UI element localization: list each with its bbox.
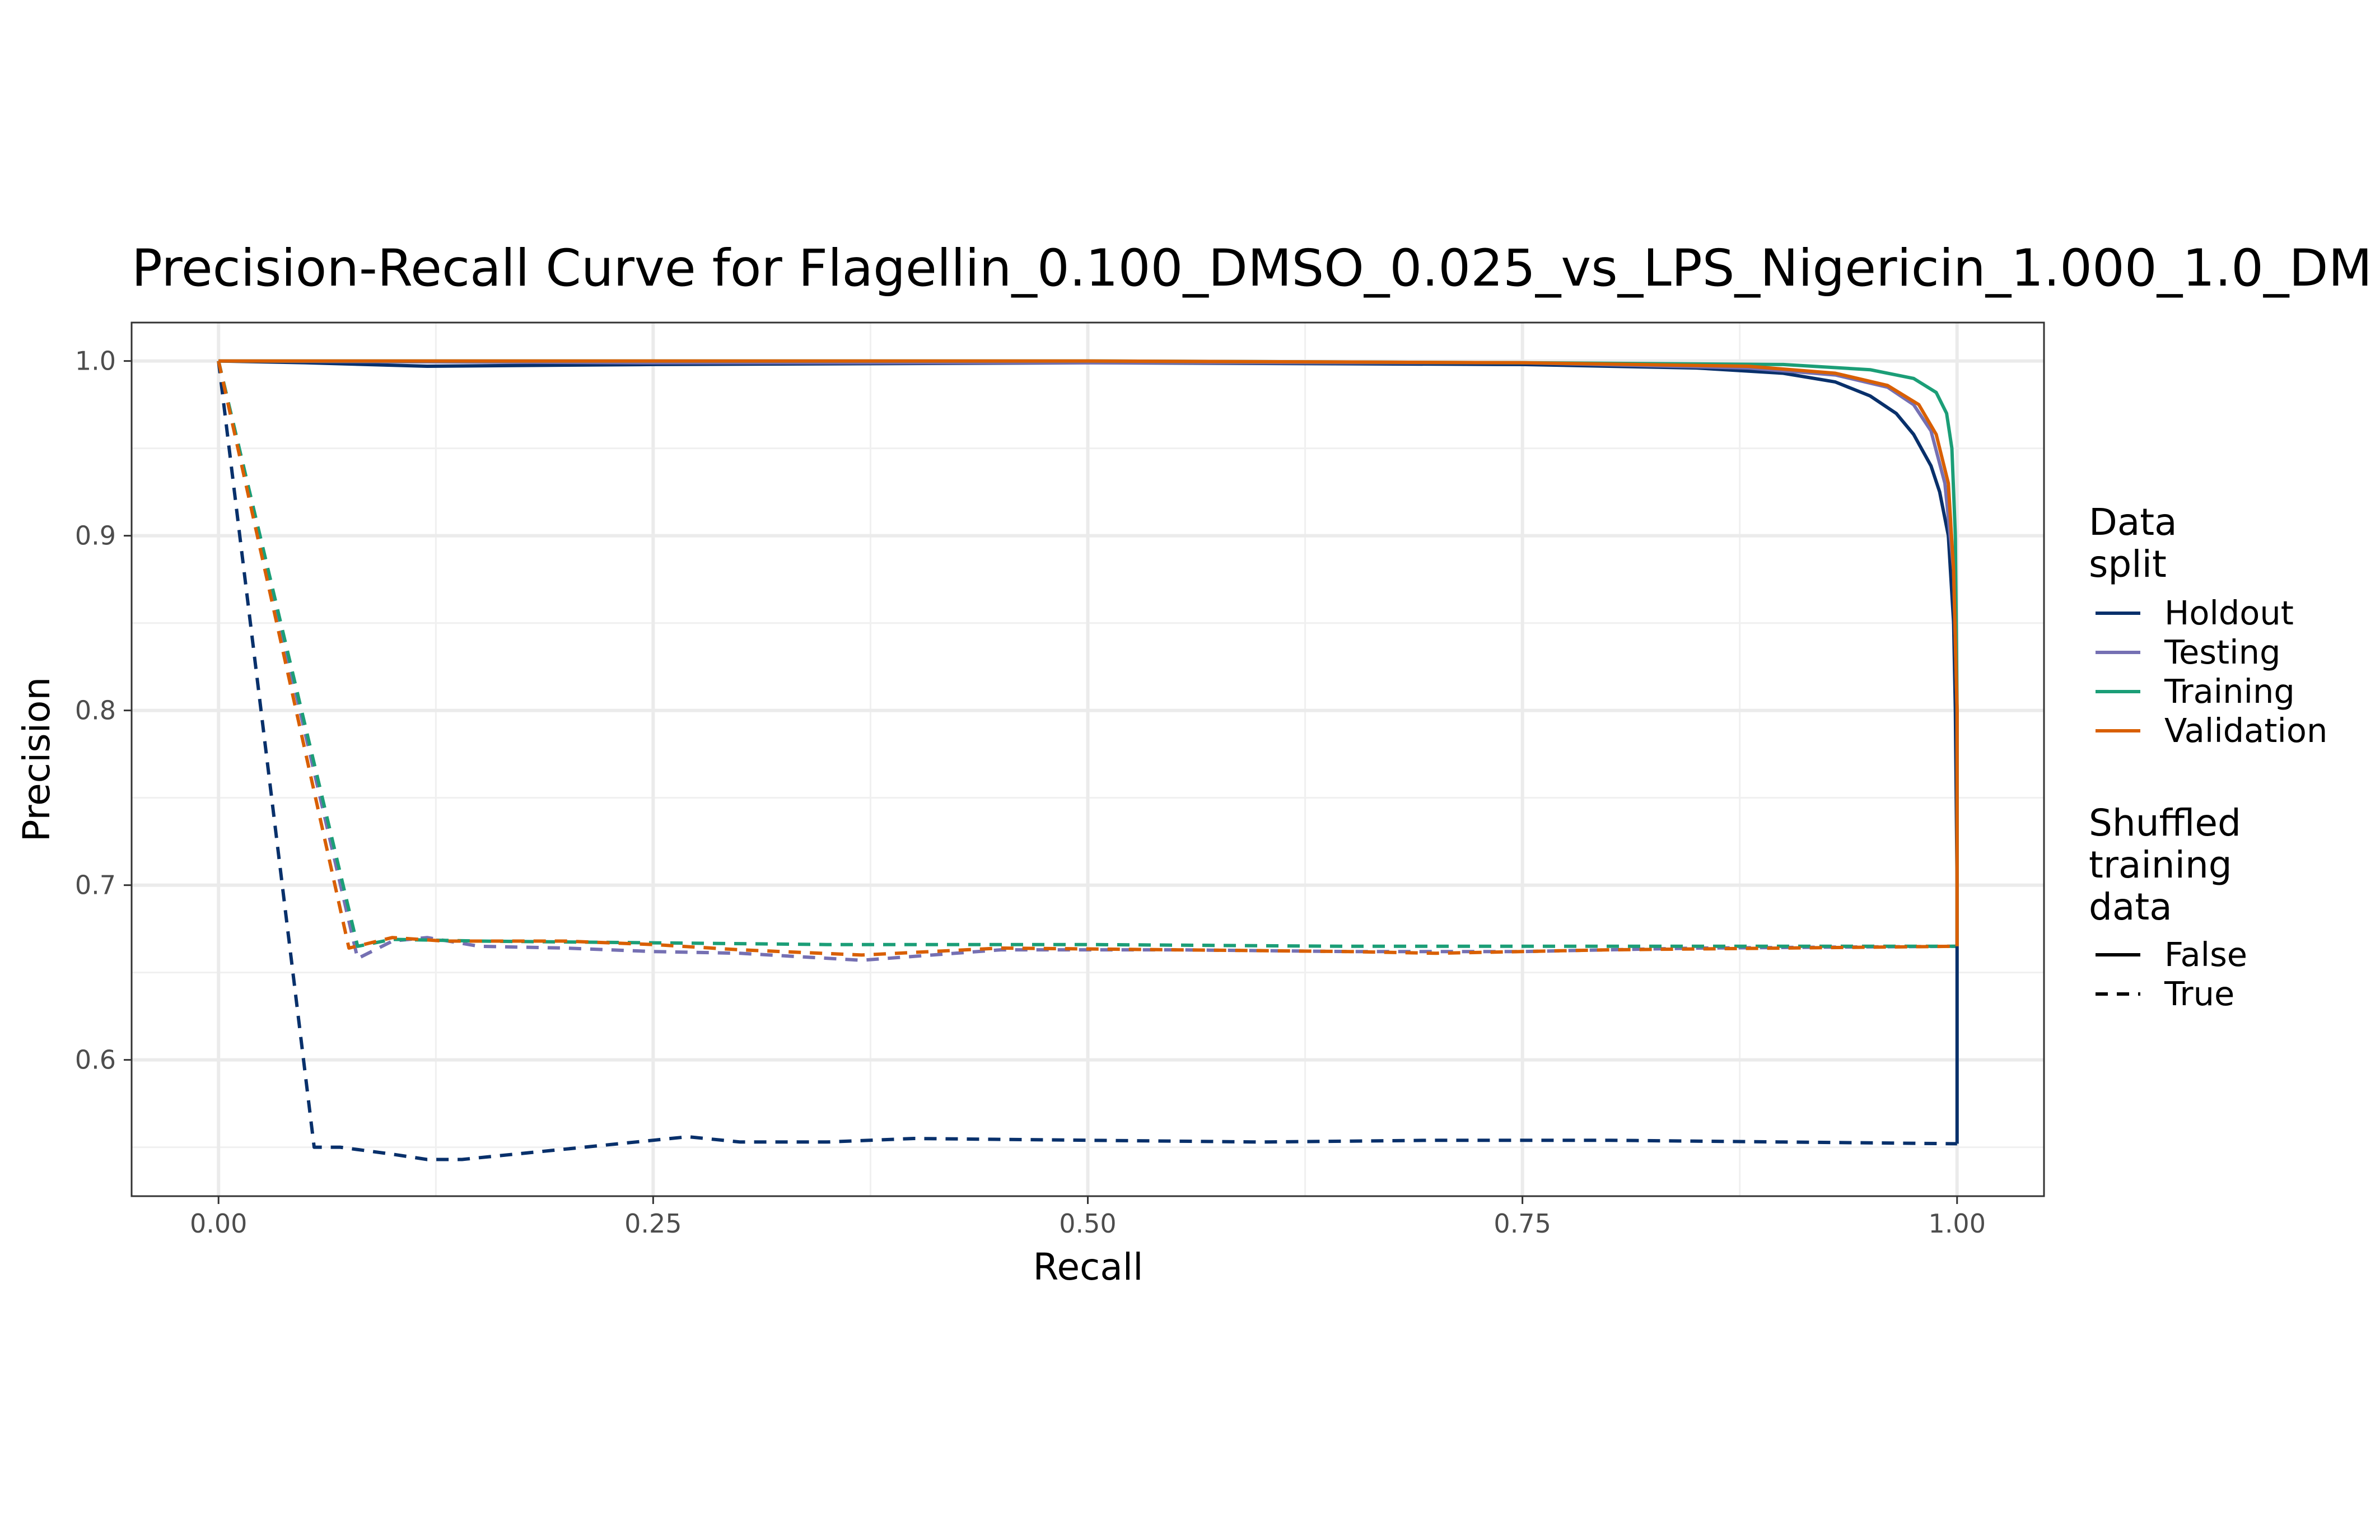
axis-layer: 0.00 0.25 0.50 0.75 1.00 0.6 0.7 0.8 0.9 1.0 bbox=[75, 346, 1986, 1239]
x-tick-label: 0.00 bbox=[190, 1208, 247, 1239]
y-tick-label: 0.7 bbox=[75, 870, 116, 900]
series-line-holdout-shuffled bbox=[217, 361, 1957, 1161]
legend-linetype-title: data bbox=[2089, 885, 2172, 928]
x-tick-label: 0.25 bbox=[624, 1208, 682, 1239]
legend-label-testing: Testing bbox=[2164, 633, 2280, 671]
legend-linetype-title: Shuffled bbox=[2089, 801, 2241, 844]
legend-linetype-title: training bbox=[2089, 843, 2232, 886]
series-line-validation bbox=[218, 359, 1959, 946]
x-tick-label: 0.75 bbox=[1494, 1208, 1551, 1239]
legend-label-true: True bbox=[2164, 974, 2234, 1013]
legend-color-title: Data bbox=[2089, 501, 2177, 544]
y-tick-label: 0.8 bbox=[75, 696, 116, 726]
legend-label-holdout: Holdout bbox=[2164, 594, 2294, 632]
y-axis-title: Precision bbox=[15, 677, 58, 842]
legend-label-false: False bbox=[2164, 935, 2247, 974]
y-tick-label: 0.9 bbox=[75, 521, 116, 551]
legend-label-training: Training bbox=[2164, 672, 2295, 711]
y-tick-label: 0.6 bbox=[75, 1045, 116, 1075]
chart-title: Precision-Recall Curve for Flagellin_0.1… bbox=[132, 239, 2372, 298]
y-tick-label: 1.0 bbox=[75, 346, 116, 376]
x-tick-label: 1.00 bbox=[1929, 1208, 1986, 1239]
series-layer bbox=[217, 359, 1959, 1161]
x-axis-title: Recall bbox=[1033, 1245, 1144, 1289]
x-tick-label: 0.50 bbox=[1059, 1208, 1116, 1239]
legend-color-title: split bbox=[2089, 543, 2167, 586]
legend-label-validation: Validation bbox=[2164, 711, 2327, 750]
series-line-validation-shuffled bbox=[217, 360, 1957, 957]
